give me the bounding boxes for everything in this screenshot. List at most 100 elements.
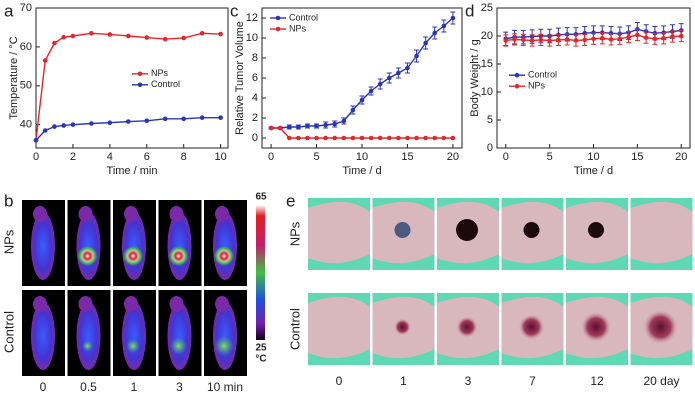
- data-point: [61, 123, 66, 128]
- data-point: [521, 37, 526, 43]
- row-label: Control: [1, 311, 16, 353]
- data-point: [396, 70, 401, 76]
- row-label: NPs: [1, 229, 16, 254]
- plot-frame: [35, 7, 229, 149]
- data-point: [323, 122, 328, 128]
- data-point: [564, 37, 570, 42]
- y-tick-label: 70: [20, 2, 32, 14]
- data-point: [661, 35, 666, 41]
- mouse-head: [215, 296, 229, 312]
- legend-marker: [137, 82, 143, 88]
- thermal-image: [113, 290, 156, 376]
- colorbar-unit: °C: [255, 354, 266, 365]
- data-point: [643, 29, 649, 34]
- data-point: [268, 125, 274, 131]
- data-point: [181, 116, 186, 122]
- row-label: NPs: [287, 221, 302, 246]
- data-point: [396, 135, 401, 141]
- data-point: [199, 30, 205, 36]
- tumor: [394, 318, 411, 336]
- mouse-head: [33, 296, 47, 312]
- legend-marker: [514, 72, 520, 78]
- data-point: [332, 121, 338, 127]
- thermal-image: [22, 200, 65, 286]
- data-point: [643, 35, 649, 40]
- legend-label: Control: [528, 70, 557, 80]
- panel-label: e: [286, 191, 295, 210]
- x-tick-label: 10: [356, 151, 368, 163]
- thermal-image: [22, 290, 65, 376]
- mouse-body: [31, 302, 55, 370]
- legend-marker: [514, 83, 520, 89]
- time-label: 0: [40, 380, 47, 394]
- data-point: [547, 38, 552, 43]
- data-point: [414, 135, 419, 141]
- mouse-body: [122, 212, 146, 280]
- y-tick-label: 6: [252, 72, 258, 84]
- tumor: [643, 310, 678, 344]
- legend-label: NPs: [528, 81, 546, 91]
- data-point: [591, 36, 596, 42]
- data-point: [368, 135, 374, 141]
- legend-marker: [275, 15, 281, 21]
- x-tick-label: 15: [631, 151, 643, 163]
- y-tick-label: 0: [487, 142, 493, 154]
- data-point: [52, 40, 57, 46]
- photo: [630, 198, 693, 270]
- mouse-skin: [630, 201, 693, 264]
- y-tick-label: 8: [252, 52, 258, 64]
- series-line: [271, 17, 454, 129]
- mouse-head: [33, 206, 47, 222]
- panel-label: b: [4, 191, 13, 210]
- x-axis-label: Time / d: [574, 165, 613, 177]
- data-point: [556, 37, 561, 43]
- time-label: 1: [131, 380, 138, 394]
- photo: [501, 293, 564, 365]
- data-point: [305, 135, 310, 141]
- data-point: [608, 30, 614, 36]
- mouse-body: [122, 302, 146, 370]
- y-axis-label: Body Weight / g: [469, 39, 481, 116]
- data-point: [70, 33, 76, 39]
- y-tick-label: 0: [252, 132, 258, 144]
- data-point: [162, 116, 168, 122]
- data-point: [670, 34, 675, 39]
- data-point: [591, 30, 596, 35]
- legend-label: NPs: [151, 68, 169, 78]
- data-point: [107, 32, 113, 37]
- tumor: [456, 219, 478, 241]
- y-tick-label: 50: [20, 80, 32, 92]
- legend-marker: [275, 26, 281, 32]
- y-tick-label: 5: [487, 114, 493, 126]
- data-point: [296, 124, 301, 130]
- mouse-body: [213, 212, 237, 280]
- mouse-head: [169, 206, 184, 222]
- data-point: [423, 135, 428, 141]
- mouse-head: [78, 296, 93, 312]
- data-point: [126, 119, 131, 124]
- data-point: [368, 88, 374, 94]
- x-tick-label: 0: [33, 151, 39, 163]
- thermal-image: [113, 200, 156, 286]
- y-tick-label: 4: [252, 92, 258, 104]
- data-point: [652, 36, 658, 42]
- data-point: [377, 135, 383, 141]
- data-point: [314, 135, 319, 141]
- data-point: [512, 37, 517, 42]
- data-point: [296, 135, 301, 141]
- photo: [372, 293, 435, 365]
- x-tick-label: 5: [313, 151, 319, 163]
- data-point: [635, 32, 640, 38]
- hotspot: [82, 340, 93, 352]
- y-tick-label: 40: [20, 119, 32, 131]
- panel-label: c: [230, 1, 239, 20]
- mouse-skin: [308, 201, 370, 264]
- data-point: [33, 137, 39, 143]
- x-tick-label: 10: [214, 151, 226, 163]
- data-point: [450, 15, 456, 21]
- photo: [437, 198, 499, 270]
- legend-label: Control: [289, 12, 318, 22]
- data-point: [450, 135, 456, 141]
- mouse-body: [76, 212, 101, 280]
- data-point: [414, 53, 419, 59]
